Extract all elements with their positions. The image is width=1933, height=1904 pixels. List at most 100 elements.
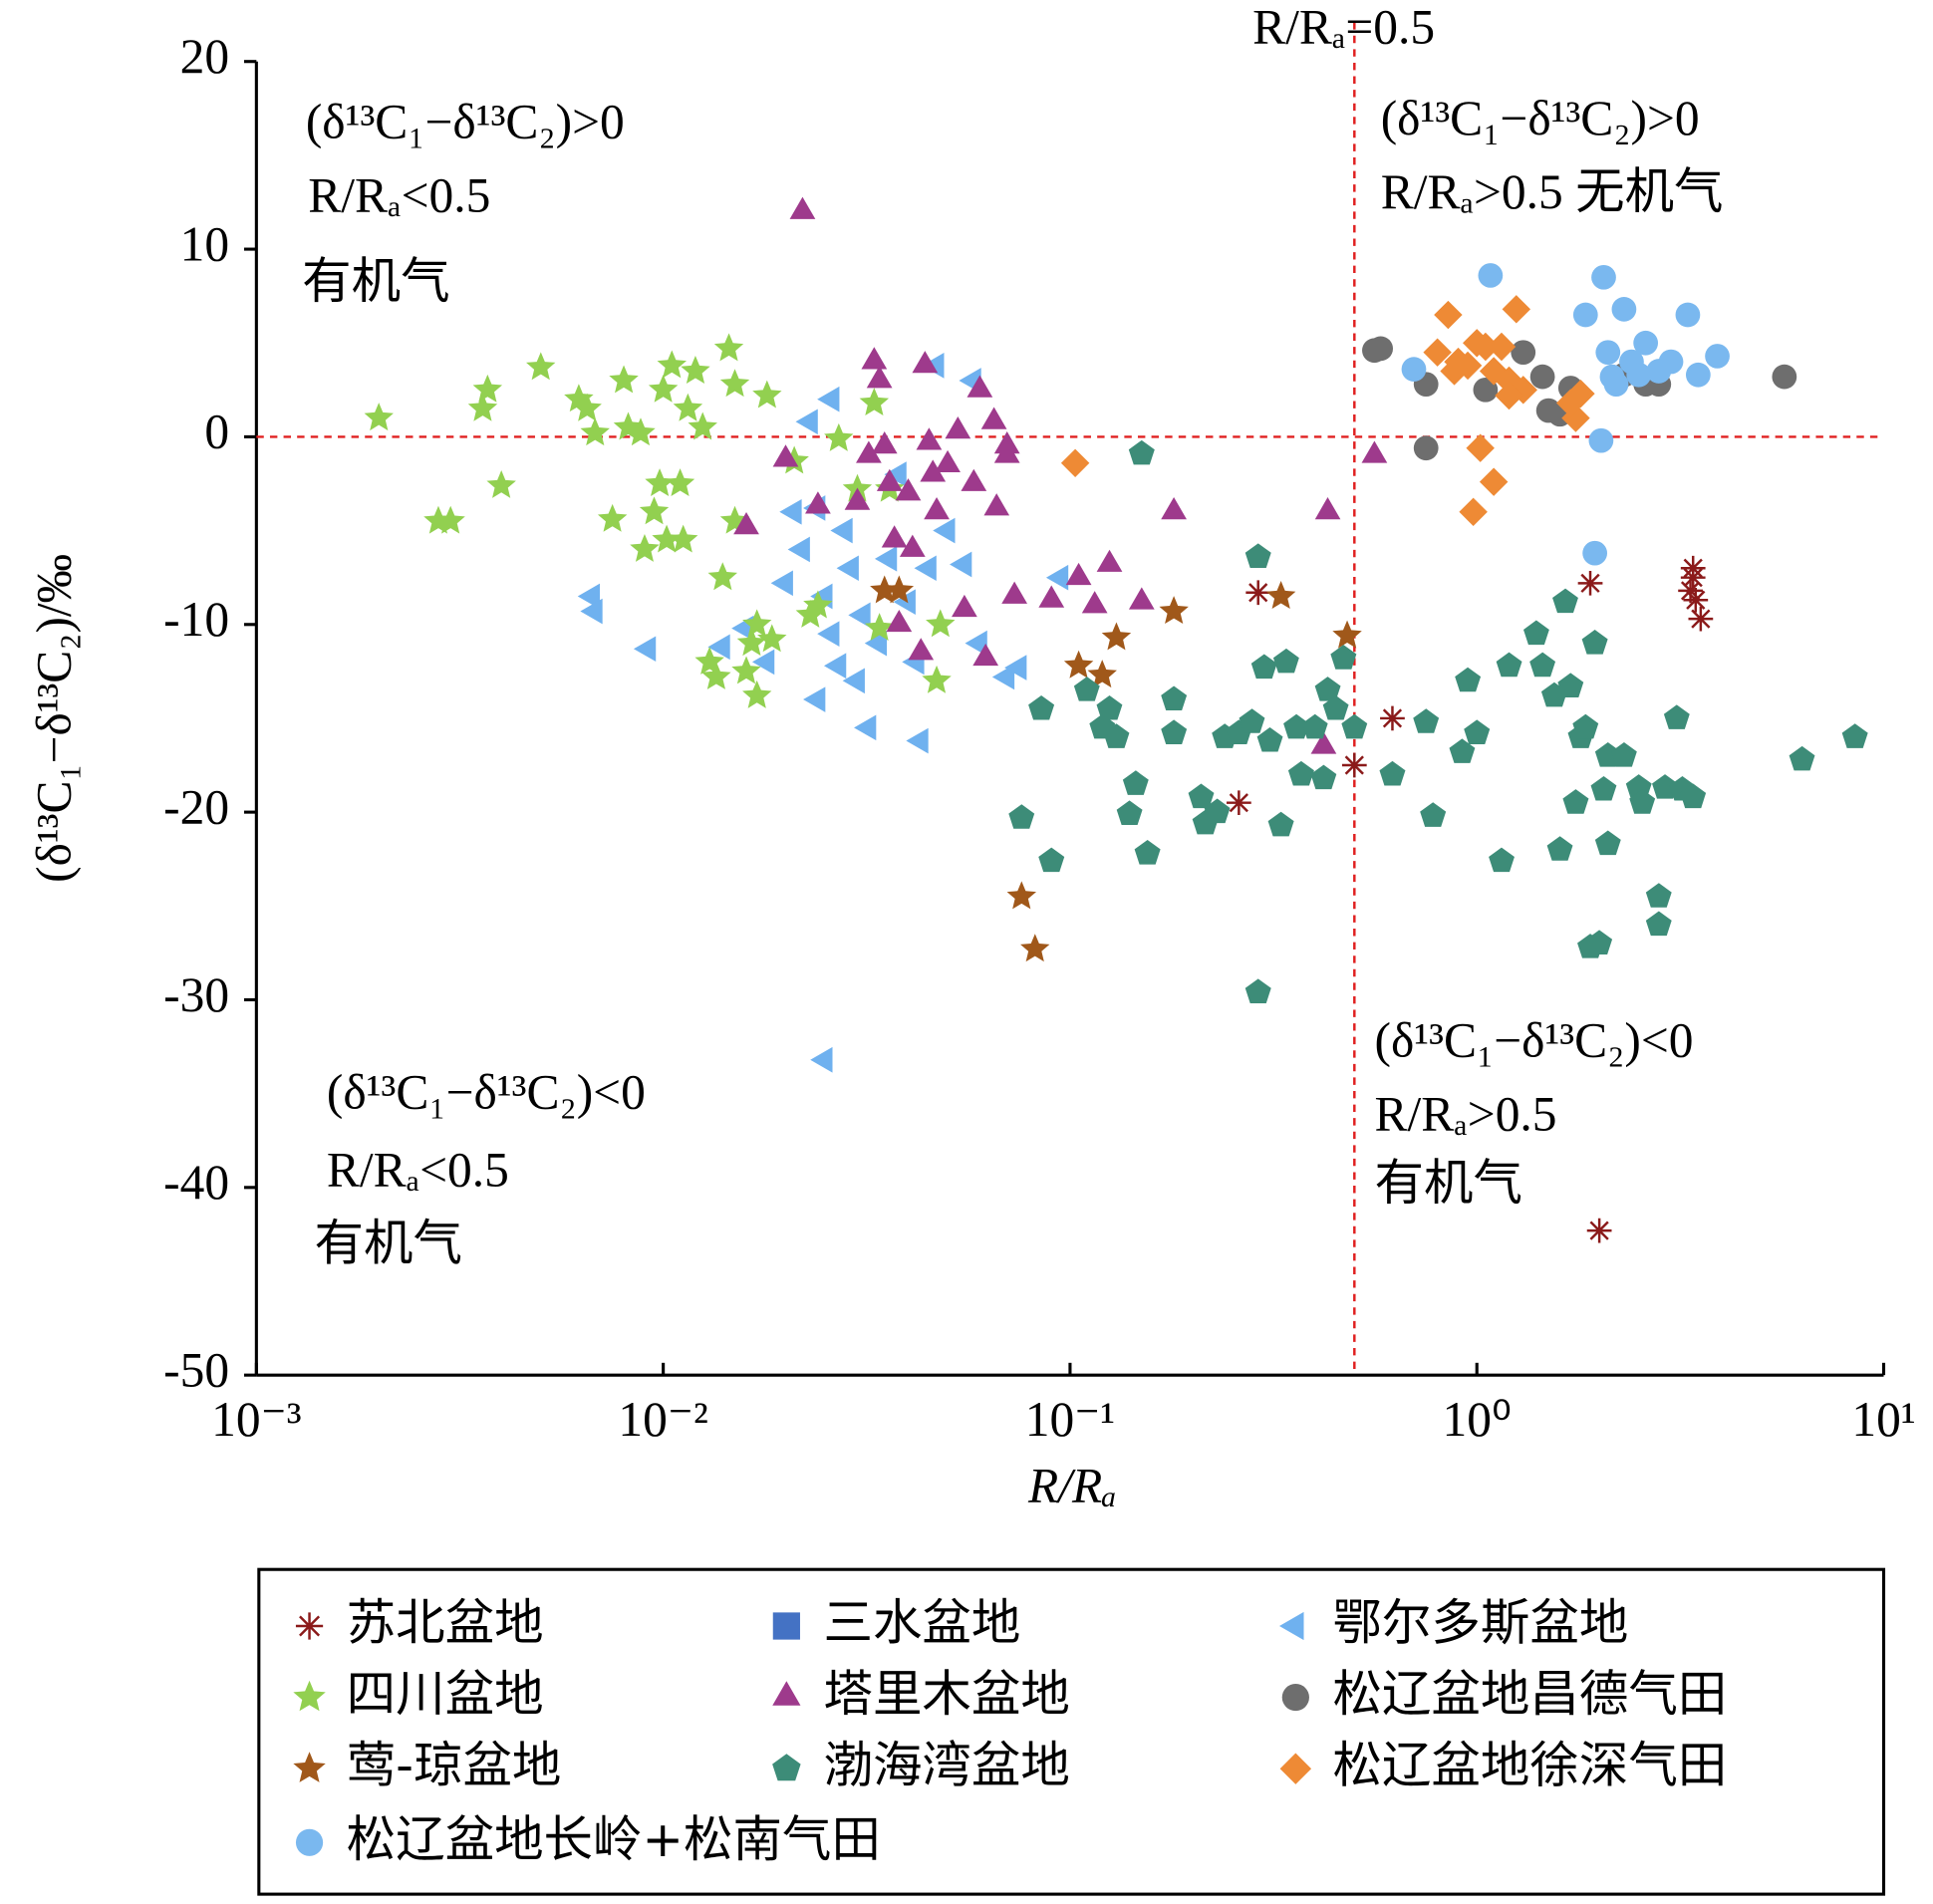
data-point xyxy=(824,422,854,451)
data-point xyxy=(1502,295,1531,324)
data-point xyxy=(742,680,772,708)
data-point xyxy=(609,365,639,394)
data-point xyxy=(836,555,859,582)
data-point xyxy=(817,621,840,647)
data-point xyxy=(1134,840,1161,865)
data-point xyxy=(707,634,730,661)
data-point xyxy=(1413,708,1440,733)
data-point xyxy=(1301,713,1328,739)
data-point xyxy=(770,570,793,597)
data-point xyxy=(633,636,657,663)
data-point xyxy=(1455,667,1482,692)
y-axis-label: (δ¹³C₁−δ¹³C₂)/‰ xyxy=(27,554,82,883)
y-tick-label: 20 xyxy=(180,29,229,84)
data-point xyxy=(864,613,895,642)
data-point xyxy=(1065,562,1092,586)
y-tick-label: -40 xyxy=(163,1155,229,1210)
y-tick-label: 0 xyxy=(204,405,229,459)
data-point xyxy=(884,461,907,487)
data-point xyxy=(895,478,922,501)
data-point xyxy=(1675,302,1701,328)
data-point xyxy=(854,714,877,741)
data-point xyxy=(1361,440,1388,463)
data-point xyxy=(1101,622,1132,651)
data-point xyxy=(859,388,890,416)
data-point xyxy=(564,384,594,412)
data-point xyxy=(1471,332,1501,362)
data-point xyxy=(1591,264,1616,290)
data-point xyxy=(810,1046,833,1073)
data-point xyxy=(1116,800,1143,825)
annotation: R/Rₐ=0.5 xyxy=(1252,0,1435,54)
data-point xyxy=(688,411,717,440)
data-point xyxy=(1087,660,1117,688)
data-point xyxy=(1841,723,1868,748)
data-point xyxy=(707,562,737,591)
data-point xyxy=(1265,581,1296,609)
legend-marker xyxy=(1281,1684,1309,1712)
legend-marker xyxy=(772,1681,801,1706)
data-point xyxy=(630,534,660,562)
data-point xyxy=(1599,364,1625,390)
data-point xyxy=(719,369,750,398)
data-point xyxy=(1683,587,1709,613)
legend-marker xyxy=(293,1752,326,1782)
data-point xyxy=(920,459,947,482)
data-point xyxy=(1489,847,1515,873)
data-point xyxy=(772,444,799,467)
data-point xyxy=(789,196,816,219)
legend-frame xyxy=(257,1567,1886,1896)
data-point xyxy=(1479,467,1509,496)
data-point xyxy=(1161,685,1188,711)
data-point xyxy=(1004,655,1027,680)
legend-label: 松辽盆地昌德气田 xyxy=(1332,1665,1727,1723)
data-point xyxy=(435,505,465,534)
y-tick-label: -30 xyxy=(163,967,229,1022)
data-point xyxy=(848,602,871,629)
data-point xyxy=(1495,381,1523,410)
data-point xyxy=(1562,789,1589,814)
legend-label: 四川盆地 xyxy=(347,1665,544,1723)
data-point xyxy=(1122,770,1149,795)
data-point xyxy=(856,440,882,463)
x-tick-label: 10⁻² xyxy=(618,1392,707,1447)
data-point xyxy=(1322,694,1349,720)
data-point xyxy=(1487,332,1517,362)
legend-label: 松辽盆地长岭+松南气田 xyxy=(347,1810,881,1868)
data-point xyxy=(1314,677,1341,701)
data-point xyxy=(1330,645,1357,670)
data-point xyxy=(893,589,916,616)
data-point xyxy=(924,496,950,520)
y-tick-label: -50 xyxy=(163,1343,229,1398)
data-point xyxy=(842,668,865,694)
data-point xyxy=(1128,587,1155,610)
data-point xyxy=(1128,439,1155,465)
data-point xyxy=(752,380,782,408)
annotation: (δ¹³C₁−δ¹³C₂)>0 xyxy=(306,95,625,149)
data-point xyxy=(1772,364,1797,390)
data-point xyxy=(1440,357,1469,386)
data-point xyxy=(817,386,840,412)
data-point xyxy=(1188,783,1215,809)
x-axis-label: R/Rₐ xyxy=(1027,1459,1117,1513)
data-point xyxy=(864,630,888,657)
data-point xyxy=(1159,596,1189,625)
data-point xyxy=(916,427,943,450)
data-point xyxy=(1658,349,1684,375)
data-point xyxy=(1081,591,1108,614)
data-point xyxy=(1546,836,1573,861)
annotation: R/Rₐ>0.5 xyxy=(1375,1087,1557,1142)
data-point xyxy=(1466,433,1495,462)
data-point xyxy=(1060,448,1090,477)
data-point xyxy=(713,333,744,362)
data-point xyxy=(1420,802,1447,827)
data-point xyxy=(742,609,772,638)
data-point xyxy=(1244,978,1271,1003)
data-point xyxy=(1464,719,1491,744)
annotation: 有机气 xyxy=(1375,1156,1522,1211)
y-tick-label: -10 xyxy=(163,592,229,647)
legend-marker xyxy=(1279,1611,1304,1641)
data-point xyxy=(1586,930,1613,954)
data-point xyxy=(1594,830,1621,856)
data-point xyxy=(1705,344,1730,369)
